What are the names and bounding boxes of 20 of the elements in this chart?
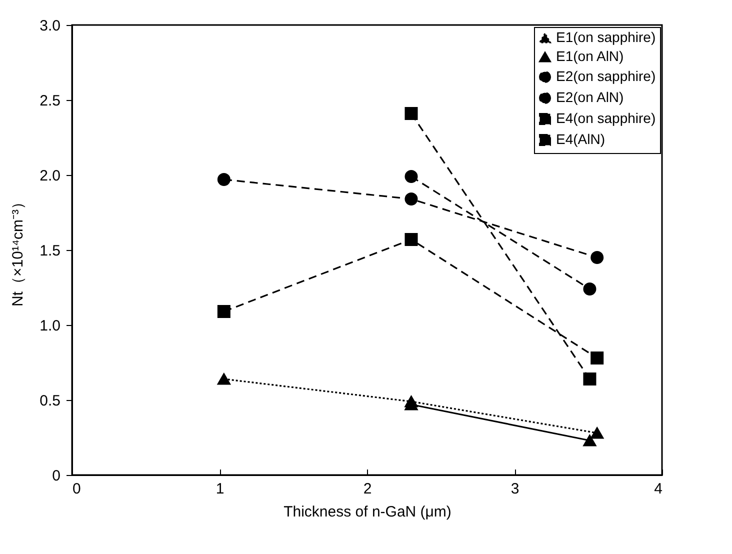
y-tick-label: 1.5 [40, 242, 60, 260]
x-tick-label: 4 [654, 480, 662, 498]
y-tick-label: 3.0 [40, 18, 60, 34]
y-tick-label: 2.0 [40, 168, 60, 184]
legend-label: E4(on sapphire) [556, 110, 656, 126]
y-tick-label: 0.5 [40, 392, 60, 410]
x-tick-label: 0 [72, 480, 81, 498]
legend-label: E2(on AlN) [556, 89, 624, 105]
legend-label: E2(on sapphire) [556, 68, 656, 84]
legend-label: E4(AlN) [556, 131, 606, 147]
y-tick-label: 2.5 [40, 92, 60, 110]
x-axis-title: Thickness of n-GaN (μm) [284, 504, 452, 520]
legend-label: E1(on AlN) [556, 48, 624, 64]
x-tick-label: 1 [216, 480, 224, 498]
y-tick-label: 1.0 [40, 318, 60, 334]
x-tick-label: 2 [363, 480, 372, 498]
y-axis-title: Nt（×10¹⁴cm⁻³） [10, 194, 27, 306]
y-tick-label: 0 [52, 468, 60, 484]
legend-label: E1(on sapphire) [556, 29, 656, 45]
x-tick-label: 3 [510, 480, 520, 498]
